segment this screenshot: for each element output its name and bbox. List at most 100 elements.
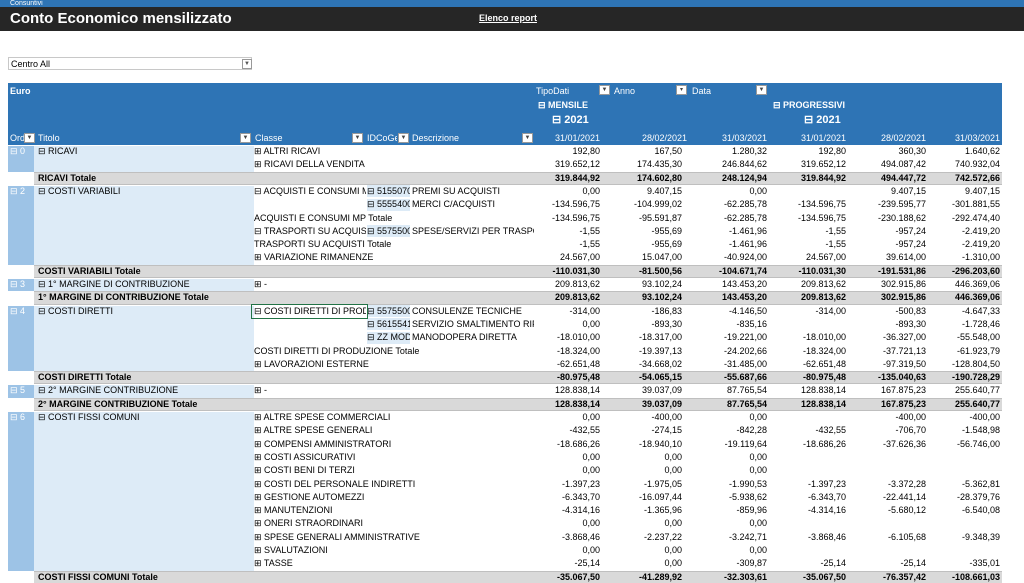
title-band	[34, 411, 254, 571]
idcoge-cell[interactable]: ⊟ 5575500	[367, 225, 410, 236]
value-cell: 174.602,80	[636, 172, 682, 183]
classe-cell[interactable]: ⊞ GESTIONE AUTOMEZZI	[254, 491, 365, 502]
classe-cell[interactable]: ⊞ COSTI DEL PERSONALE INDIRETTI	[254, 478, 416, 489]
classe-cell[interactable]: ⊞ VARIAZIONE RIMANENZE	[254, 252, 374, 263]
classe-cell[interactable]: ⊟ ACQUISTI E CONSUMI MP	[254, 185, 366, 196]
value-cell: -35.067,50	[556, 571, 600, 582]
titolo-cell[interactable]: ⊟ COSTI VARIABILI	[38, 185, 121, 196]
value-cell: 0,00	[582, 185, 600, 196]
value-cell: 39.614,00	[885, 252, 926, 263]
value-cell: -18.686,26	[802, 438, 846, 449]
classe-cell[interactable]: ⊞ ONERI STRAORDINARI	[254, 518, 364, 529]
value-cell: -706,70	[895, 425, 926, 436]
centro-filter-label: Centro All	[11, 59, 50, 70]
idcoge-cell[interactable]: ⊟ 5615541	[367, 318, 410, 329]
value-cell: -31.485,00	[723, 358, 767, 369]
value-cell: -835,16	[736, 318, 767, 329]
value-cell: -61.923,79	[956, 345, 1000, 356]
idcoge-cell[interactable]: ⊟ ZZ MOD	[367, 332, 410, 343]
classe-cell[interactable]: ⊞ -	[254, 279, 268, 289]
idcoge-cell[interactable]: ⊟ 5575500	[367, 305, 410, 316]
anno-filter-icon[interactable]: ▾	[676, 85, 687, 95]
value-cell: -1.461,96	[728, 225, 767, 236]
order-label[interactable]: ⊟ 2	[10, 185, 26, 196]
value-cell: -80.975,48	[556, 372, 600, 383]
total-row	[34, 397, 1002, 411]
report-list-link[interactable]: Elenco report	[479, 13, 538, 23]
total-row-label: COSTI VARIABILI Totale	[38, 265, 141, 276]
value-cell: -97.319,50	[882, 358, 926, 369]
classe-cell[interactable]: ⊞ RICAVI DELLA VENDITA	[254, 159, 365, 170]
idcoge-highlight	[367, 331, 410, 344]
classe-cell[interactable]: ⊞ ALTRE SPESE GENERALI	[254, 425, 373, 436]
value-cell: 9.407,15	[646, 185, 682, 196]
classe-cell[interactable]: ⊞ SVALUTAZIONI	[254, 545, 328, 555]
titolo-cell[interactable]: ⊟ 2° MARGINE CONTRIBUZIONE	[38, 385, 179, 396]
titolo-cell[interactable]: ⊟ RICAVI	[38, 146, 78, 156]
classe-cell[interactable]: ⊞ SPESE GENERALI AMMINISTRATIVE	[254, 531, 420, 542]
titolo-cell[interactable]: ⊟ 1° MARGINE DI CONTRIBUZIONE	[38, 279, 190, 289]
centro-filter[interactable]: Centro All ▼	[8, 57, 252, 70]
value-cell: -95.591,87	[638, 212, 682, 223]
titolo-cell[interactable]: ⊟ COSTI FISSI COMUNI	[38, 412, 140, 422]
classe-filter-icon[interactable]: ▼	[352, 133, 363, 143]
classe-cell: TRASPORTI SU ACQUISTI Totale	[254, 239, 392, 250]
idcoge-cell[interactable]: ⊟ 5555400	[367, 199, 410, 210]
mensile-header[interactable]: ⊟ MENSILE	[538, 100, 589, 110]
classe-cell[interactable]: ⊟ TRASPORTI SU ACQUISTI	[254, 225, 366, 236]
value-cell: -19.397,13	[638, 345, 682, 356]
classe-cell[interactable]: ⊞ ALTRI RICAVI	[254, 146, 321, 156]
value-cell: 128.838,14	[800, 385, 846, 396]
value-cell: -56.746,00	[956, 438, 1000, 449]
year-header-progressivi[interactable]: ⊟ 2021	[804, 115, 841, 126]
titolo-filter-icon[interactable]: ▼	[240, 133, 251, 143]
data-dropdown-icon[interactable]: ▼	[756, 85, 767, 95]
ord-filter-icon[interactable]: ▼	[24, 133, 35, 143]
classe-cell[interactable]: ⊞ ALTRE SPESE COMMERCIALI	[254, 412, 391, 422]
classe-cell[interactable]: ⊞ MANUTENZIONI	[254, 505, 333, 516]
dropdown-arrow-icon[interactable]: ▼	[242, 59, 252, 69]
order-label[interactable]: ⊟ 3	[10, 279, 26, 289]
value-cell: -32.303,61	[723, 571, 767, 582]
idcoge-cell[interactable]: ⊟ 5155070	[367, 185, 410, 196]
value-cell: 255.640,77	[954, 385, 1000, 396]
idcoge-filter-icon[interactable]: ▼	[398, 133, 409, 143]
order-label[interactable]: ⊟ 5	[10, 385, 26, 396]
value-cell: -55.548,00	[956, 332, 1000, 343]
titolo-cell[interactable]: ⊟ COSTI DIRETTI	[38, 305, 114, 316]
order-label[interactable]: ⊟ 6	[10, 412, 26, 422]
classe-cell[interactable]: ⊞ COMPENSI AMMINISTRATORI	[254, 438, 392, 449]
order-label[interactable]: ⊟ 0	[10, 146, 26, 156]
classe-cell[interactable]: ⊞ LAVORAZIONI ESTERNE	[254, 358, 369, 369]
value-cell: -134.596,75	[797, 212, 846, 223]
centro-filter-name: Centro	[11, 59, 39, 69]
descrizione-cell: SPESE/SERVIZI PER TRASPORTI	[412, 225, 534, 236]
tipodati-dropdown-icon[interactable]: ▼	[599, 85, 610, 95]
value-cell: 209.813,62	[554, 292, 600, 303]
pivot-body: ⊟ 0 ⊟ 2 ⊟ 3 ⊟ 4 ⊟ 5 ⊟ 6 ⊟ RICAVI ⊞ ALTRI RICAVI…	[8, 145, 1002, 583]
value-cell: 87.765,54	[726, 385, 767, 396]
year-header-mensile[interactable]: ⊟ 2021	[552, 115, 589, 126]
value-cell: -62.285,78	[723, 199, 767, 210]
value-cell: -35.067,50	[802, 571, 846, 582]
data-field: Data	[692, 86, 712, 96]
value-cell: -2.237,22	[643, 531, 682, 542]
classe-cell[interactable]: ⊞ COSTI BENI DI TERZI	[254, 465, 355, 476]
value-cell: -309,87	[736, 558, 767, 569]
value-cell: 0,00	[749, 518, 767, 529]
value-cell: -957,24	[895, 239, 926, 250]
classe-cell[interactable]: ⊞ COSTI ASSICURATIVI	[254, 451, 356, 462]
value-cell: 319.844,92	[800, 172, 846, 183]
ord-col-header: Ord	[10, 133, 25, 143]
descrizione-cell: MANODOPERA DIRETTA	[412, 332, 517, 343]
order-label[interactable]: ⊟ 4	[10, 305, 26, 316]
classe-cell[interactable]: ⊞ TASSE	[254, 558, 293, 569]
descrizione-filter-icon[interactable]: ▼	[522, 133, 533, 143]
value-cell: 192,80	[572, 146, 600, 156]
classe-cell[interactable]: ⊟ COSTI DIRETTI DI PRODUZIONE	[254, 305, 366, 316]
progressivi-header[interactable]: ⊟ PROGRESSIVI	[773, 100, 846, 110]
classe-cell[interactable]: ⊞ -	[254, 385, 268, 396]
value-cell: 209.813,62	[800, 279, 846, 289]
idcoge-col-header: IDCoGe	[367, 133, 397, 143]
value-cell: 87.765,54	[726, 398, 767, 409]
